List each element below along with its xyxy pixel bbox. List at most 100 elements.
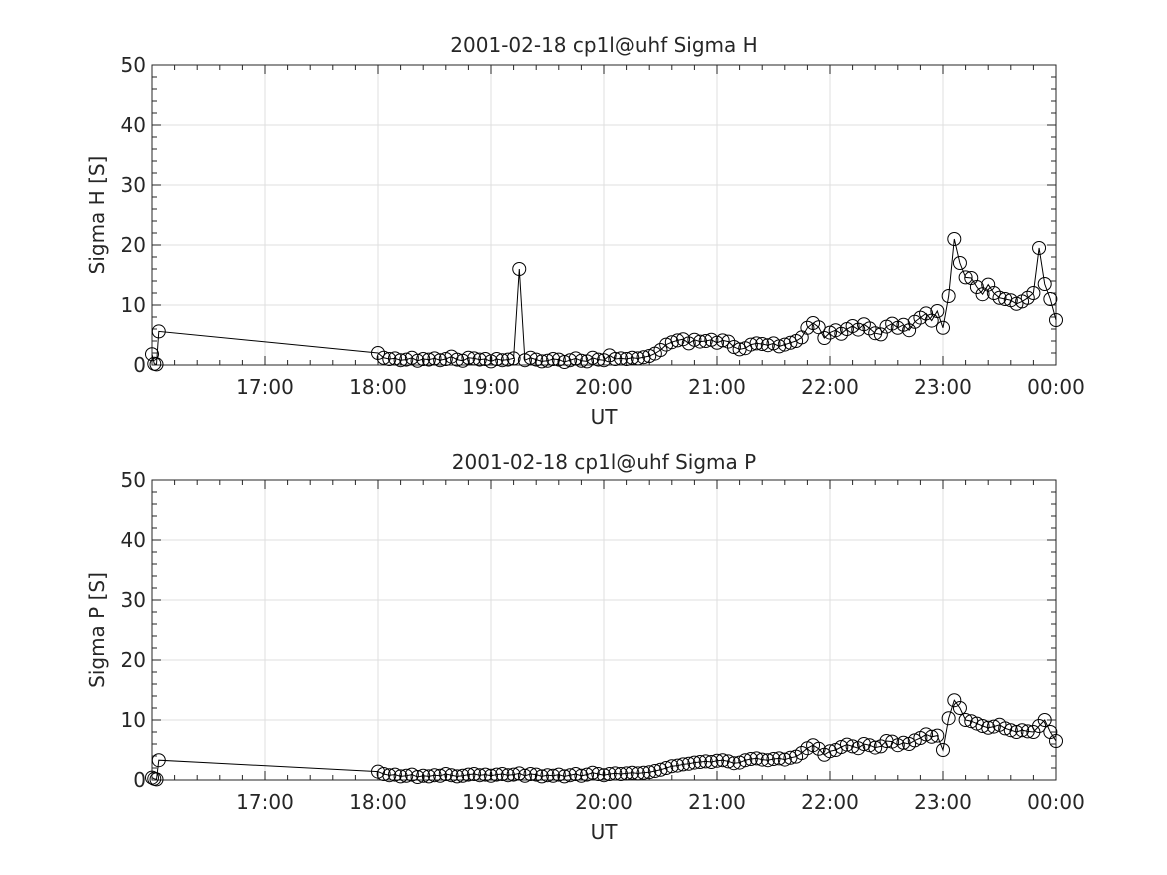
data-point-marker <box>670 758 685 773</box>
data-point-marker <box>687 755 702 770</box>
data-point-marker <box>687 332 702 347</box>
data-point-marker <box>760 753 775 768</box>
data-point-marker <box>817 331 832 345</box>
x-axis-label: UT <box>591 820 619 844</box>
data-point-marker <box>777 337 792 352</box>
chart-title: 2001-02-18 cp1l@uhf Sigma H <box>450 33 757 57</box>
y-tick-label: 40 <box>121 528 146 552</box>
data-point-marker <box>851 322 866 337</box>
data-point-marker <box>540 353 555 368</box>
data-point-marker <box>551 767 566 782</box>
data-point-marker <box>546 768 561 783</box>
data-point-marker <box>529 352 544 367</box>
data-point-marker <box>653 343 668 357</box>
y-tick-label: 10 <box>121 708 146 732</box>
y-tick-label: 30 <box>121 173 146 197</box>
data-point-marker <box>619 352 634 366</box>
x-tick-label: 19:00 <box>462 375 520 399</box>
data-point-marker <box>721 754 736 769</box>
y-tick-label: 30 <box>121 588 146 612</box>
data-point-marker <box>1049 734 1063 748</box>
x-tick-label: 18:00 <box>349 375 407 399</box>
data-point-marker <box>1037 277 1052 291</box>
data-point-marker <box>376 767 391 781</box>
data-point-marker <box>534 769 549 784</box>
data-point-marker <box>472 352 487 367</box>
data-point-marker <box>811 320 826 335</box>
data-point-marker <box>393 769 408 784</box>
data-point-marker <box>382 768 397 783</box>
data-point-marker <box>557 769 572 784</box>
y-axis-label: Sigma P [S] <box>85 572 109 688</box>
data-point-marker <box>952 701 967 715</box>
data-point-marker <box>986 286 1001 300</box>
data-point-marker <box>947 232 962 246</box>
data-point-marker <box>839 737 854 752</box>
data-point-marker <box>371 346 385 360</box>
data-point-marker <box>145 347 159 362</box>
data-point-marker <box>856 737 871 751</box>
data-point-marker <box>659 761 674 775</box>
x-axis-label: UT <box>591 405 619 429</box>
data-point-marker <box>936 320 950 335</box>
grid-lines <box>152 64 1057 366</box>
data-point-marker <box>376 350 391 365</box>
data-point-marker <box>647 764 662 778</box>
x-tick-label: 23:00 <box>914 790 972 814</box>
data-point-marker <box>952 256 967 270</box>
sigma-h-axes: 2001-02-18 cp1l@uhf Sigma H Sigma H [S] … <box>85 33 1085 429</box>
data-point-marker <box>642 765 657 780</box>
data-point-marker <box>693 334 708 349</box>
data-point-marker <box>484 768 498 783</box>
data-point-marker <box>393 353 408 368</box>
data-point-marker <box>387 767 402 782</box>
data-point-marker <box>421 352 436 367</box>
data-point-marker <box>410 353 425 368</box>
data-point-marker <box>743 752 758 766</box>
y-tick-label: 20 <box>121 648 146 672</box>
data-point-marker <box>557 355 572 369</box>
series-line <box>151 238 1057 366</box>
data-point-marker <box>1009 725 1024 739</box>
data-point-marker <box>743 337 758 352</box>
data-point-marker <box>597 353 611 368</box>
data-point-marker <box>1032 241 1047 255</box>
x-tick-label: 00:00 <box>1027 375 1085 399</box>
data-point-marker <box>800 320 815 335</box>
data-point-marker <box>873 327 888 342</box>
data-point-marker <box>574 768 589 783</box>
data-point-marker <box>416 352 431 366</box>
data-point-marker <box>738 753 753 768</box>
data-point-marker <box>975 719 990 733</box>
data-point-marker <box>427 351 442 366</box>
data-point-marker <box>636 350 651 365</box>
data-point-marker <box>896 317 911 332</box>
data-point-marker <box>969 280 984 294</box>
data-point-marker <box>563 768 578 783</box>
data-point-marker <box>433 768 448 783</box>
data-point-marker <box>630 766 645 781</box>
y-tick-label: 50 <box>121 53 146 77</box>
data-point-marker <box>450 352 465 367</box>
data-point-marker <box>613 351 628 366</box>
x-tick-label: 18:00 <box>349 790 407 814</box>
data-point-marker <box>941 711 956 726</box>
data-point-marker <box>630 351 645 366</box>
data-point-marker <box>958 713 973 727</box>
data-point-marker <box>512 262 527 276</box>
data-point-marker <box>698 754 713 769</box>
data-point-marker <box>625 350 640 365</box>
data-point-marker <box>495 353 510 368</box>
data-point-marker <box>947 693 962 708</box>
data-point-marker <box>506 351 521 366</box>
data-point-marker <box>613 767 628 781</box>
y-axis-label: Sigma H [S] <box>85 156 109 275</box>
data-point-marker <box>382 352 397 366</box>
data-point-marker <box>749 336 764 351</box>
data-point-marker <box>704 755 719 769</box>
data-point-marker <box>1043 292 1058 306</box>
data-point-marker <box>534 354 549 369</box>
data-point-marker <box>1026 286 1041 300</box>
data-point-marker <box>919 306 934 321</box>
data-point-marker <box>399 352 414 367</box>
